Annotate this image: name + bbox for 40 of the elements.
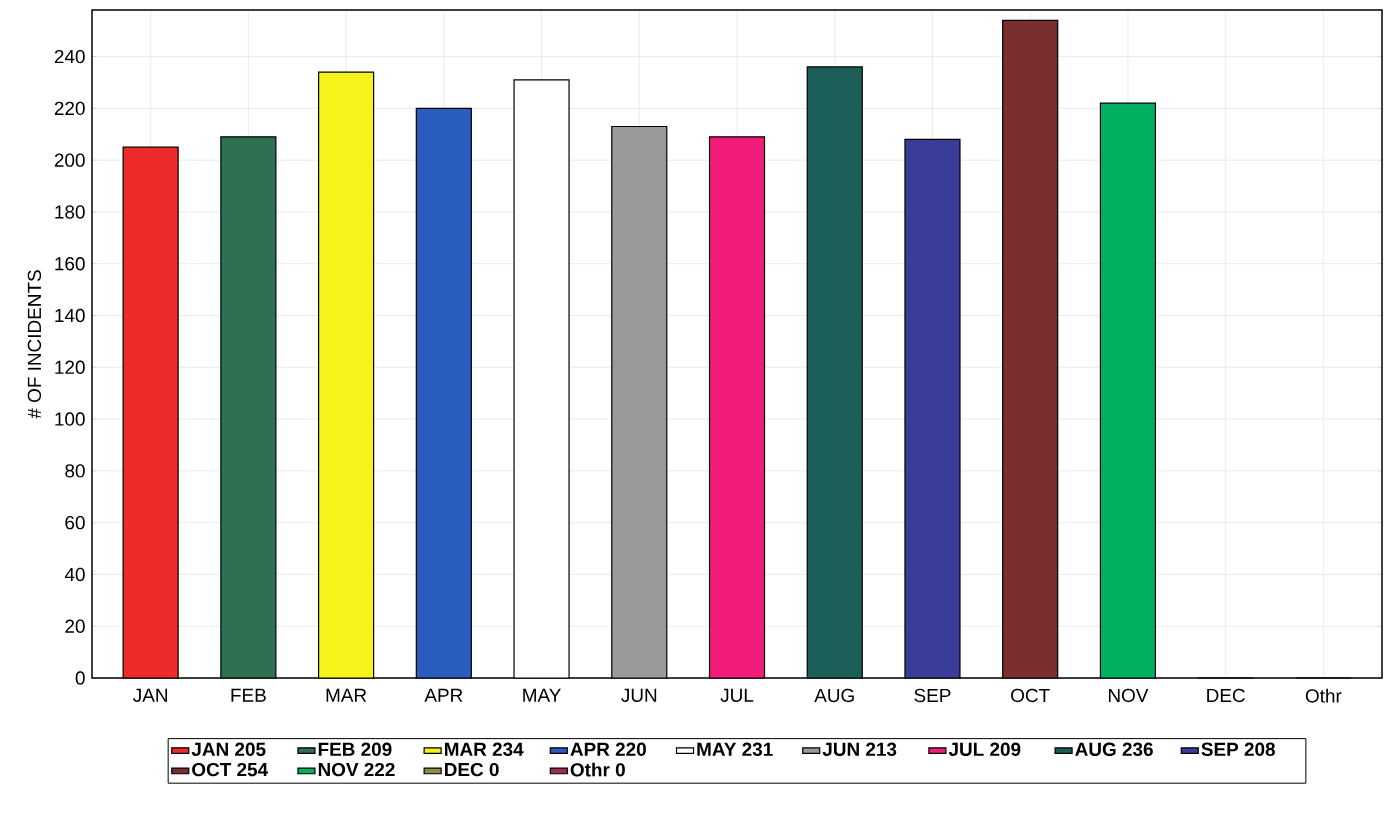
x-tick-label: OCT	[1011, 688, 1050, 703]
legend-label: AUG 236	[1075, 742, 1153, 757]
y-tick-label: 40	[64, 567, 85, 582]
y-tick-label: 200	[54, 153, 85, 167]
y-tick-label: 220	[54, 101, 85, 116]
x-tick-label: SEP	[914, 688, 951, 703]
x-tick-label: JUN	[621, 688, 657, 702]
y-tick-label: 240	[54, 49, 85, 64]
legend-label: JUL 209	[948, 742, 1021, 756]
x-tick-label: Othr	[1305, 688, 1342, 703]
legend-label: Othr 0	[570, 762, 625, 777]
y-tick-label: 140	[55, 308, 85, 323]
legend-label: JUN 213	[822, 742, 897, 757]
x-tick-label: FEB	[231, 688, 266, 702]
x-tick-label: MAY	[523, 688, 561, 702]
legend-label: NOV 222	[318, 762, 395, 777]
x-tick-label: DEC	[1207, 688, 1245, 703]
legend-label: SEP 208	[1201, 742, 1275, 756]
x-tick-label: NOV	[1108, 688, 1149, 703]
x-tick-label: AUG	[814, 688, 854, 703]
x-tick-label: MAR	[326, 688, 367, 702]
y-tick-label: 20	[65, 619, 85, 633]
y-tick-label: 60	[65, 515, 85, 530]
legend-label: MAR 234	[444, 742, 524, 757]
legend-label: JAN 205	[191, 742, 266, 756]
legend-label: APR 220	[570, 742, 646, 756]
y-tick-label: 160	[55, 257, 85, 271]
legend-label: OCT 254	[192, 762, 269, 777]
y-tick-label: 80	[65, 464, 85, 478]
y-tick-label: 0	[75, 671, 85, 685]
y-tick-label: 100	[55, 412, 85, 426]
legend-label: DEC 0	[444, 762, 499, 777]
y-tick-label: 180	[55, 205, 85, 219]
x-tick-label: JAN	[133, 688, 167, 702]
y-tick-label: 120	[55, 360, 85, 374]
x-tick-label: JUL	[720, 688, 754, 702]
legend-label: MAY 231	[697, 742, 773, 757]
y-axis-title: # OF INCIDENTS	[27, 270, 42, 419]
legend-label: FEB 209	[318, 742, 392, 756]
x-tick-label: APR	[424, 688, 463, 702]
